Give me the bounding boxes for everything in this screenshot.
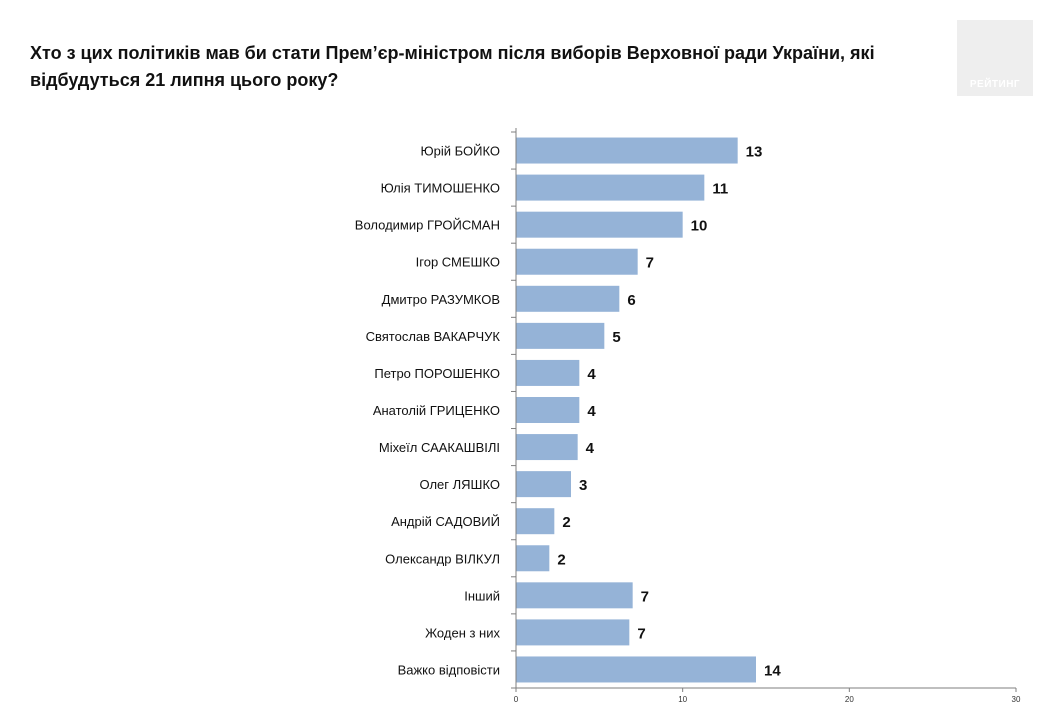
category-label: Петро ПОРОШЕНКО (374, 366, 500, 381)
bar (516, 137, 738, 164)
value-label: 7 (646, 255, 654, 272)
value-label: 10 (691, 218, 708, 235)
bar (516, 434, 578, 461)
bar (516, 471, 571, 498)
axis-layer: 0 10 20 30 (511, 128, 1021, 704)
value-label: 4 (587, 366, 596, 383)
bar (516, 508, 555, 535)
value-label: 13 (746, 144, 763, 161)
rating-logo: РЕЙТИНГ (957, 20, 1033, 96)
value-label: 2 (562, 514, 570, 531)
bar (516, 359, 580, 386)
category-label: Олександр ВІЛКУЛ (385, 551, 500, 566)
x-tick-label: 10 (678, 695, 687, 704)
bar (516, 397, 580, 423)
value-label: 4 (587, 403, 596, 420)
category-label: Дмитро РАЗУМКОВ (382, 292, 500, 307)
category-label: Міхеїл СААКАШВІЛІ (379, 440, 500, 455)
bar (516, 582, 633, 609)
bar (516, 248, 638, 275)
category-label: Юрій БОЙКО (420, 144, 500, 159)
bar (516, 619, 630, 646)
bar (516, 174, 705, 201)
category-label: Жоден з них (425, 625, 500, 640)
category-label: Важко відповісти (398, 662, 500, 677)
category-label: Володимир ГРОЙСМАН (355, 218, 500, 233)
category-label: Ігор СМЕШКО (416, 255, 500, 270)
x-tick-label: 0 (514, 695, 519, 704)
value-label: 3 (579, 477, 587, 494)
x-tick-label: 20 (845, 695, 854, 704)
bar (516, 545, 550, 572)
category-label: Андрій САДОВИЙ (391, 514, 500, 529)
category-label: Інший (464, 588, 500, 603)
value-label: 2 (557, 551, 565, 568)
logo-text: РЕЙТИНГ (969, 79, 1021, 90)
category-label: Святослав ВАКАРЧУК (366, 329, 501, 344)
bar (516, 211, 683, 238)
bar (516, 656, 756, 683)
bars-layer: Юрій БОЙКО 13 Юлія ТИМОШЕНКО 11 Володимир ГР… (355, 137, 781, 683)
value-label: 14 (764, 662, 781, 679)
category-label: Анатолій ГРИЦЕНКО (373, 403, 500, 418)
value-label: 11 (712, 181, 728, 198)
bar (516, 322, 605, 349)
value-label: 6 (627, 292, 635, 309)
category-label: Юлія ТИМОШЕНКО (381, 181, 500, 196)
value-label: 7 (637, 625, 645, 642)
bar (516, 285, 620, 312)
x-tick-label: 30 (1012, 695, 1021, 704)
value-label: 5 (612, 329, 620, 346)
value-label: 7 (641, 588, 649, 605)
value-label: 4 (586, 440, 595, 457)
chart-title: Хто з цих політиків мав би стати Прем’єр… (30, 43, 875, 90)
category-label: Олег ЛЯШКО (419, 477, 500, 492)
